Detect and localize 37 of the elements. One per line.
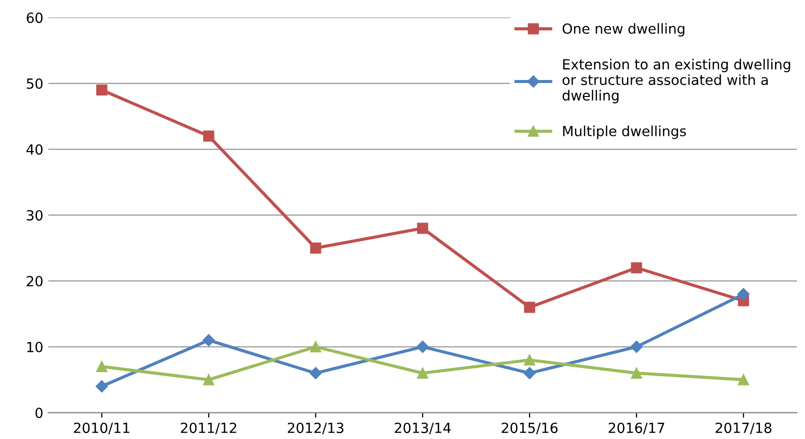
point bbox=[96, 84, 108, 96]
x-tick-label: 2011/12 bbox=[180, 422, 236, 434]
y-tick-label: 10 bbox=[27, 342, 43, 352]
y-tick-label: 60 bbox=[26, 12, 43, 24]
point bbox=[417, 222, 428, 234]
point bbox=[738, 374, 750, 386]
y-tick-label: 50 bbox=[26, 78, 43, 89]
point bbox=[416, 340, 429, 353]
point bbox=[310, 341, 322, 352]
x-tick-label: 2013/14 bbox=[394, 422, 451, 434]
legend-label: Multiple dwellings bbox=[563, 126, 686, 139]
y-tick-label: 0 bbox=[36, 408, 43, 418]
x-tick-label: 2015/16 bbox=[502, 422, 558, 434]
point bbox=[524, 302, 536, 313]
point bbox=[630, 368, 642, 379]
point bbox=[523, 367, 536, 380]
x-tick-label: 2016/17 bbox=[608, 422, 664, 434]
point bbox=[202, 334, 215, 346]
y-tick-label: 40 bbox=[26, 144, 43, 155]
legend-label: One new dwelling bbox=[562, 23, 684, 37]
y-tick-label: 20 bbox=[26, 276, 43, 286]
point bbox=[737, 288, 750, 300]
point bbox=[310, 242, 322, 254]
point bbox=[310, 367, 322, 380]
point bbox=[96, 380, 108, 392]
x-tick-label: 2012/13 bbox=[288, 422, 344, 434]
point bbox=[203, 374, 214, 386]
x-tick-label: 2017/18 bbox=[716, 422, 772, 434]
point bbox=[96, 361, 108, 372]
x-tick-label: 2010/11 bbox=[74, 422, 130, 434]
point bbox=[417, 368, 428, 379]
point bbox=[203, 130, 214, 142]
y-tick-label: 30 bbox=[26, 210, 43, 221]
legend-label: Extension to an existing dwelling or structure associated with a dwelling bbox=[562, 58, 790, 104]
point bbox=[630, 262, 642, 274]
point bbox=[524, 354, 536, 366]
point bbox=[630, 340, 643, 353]
